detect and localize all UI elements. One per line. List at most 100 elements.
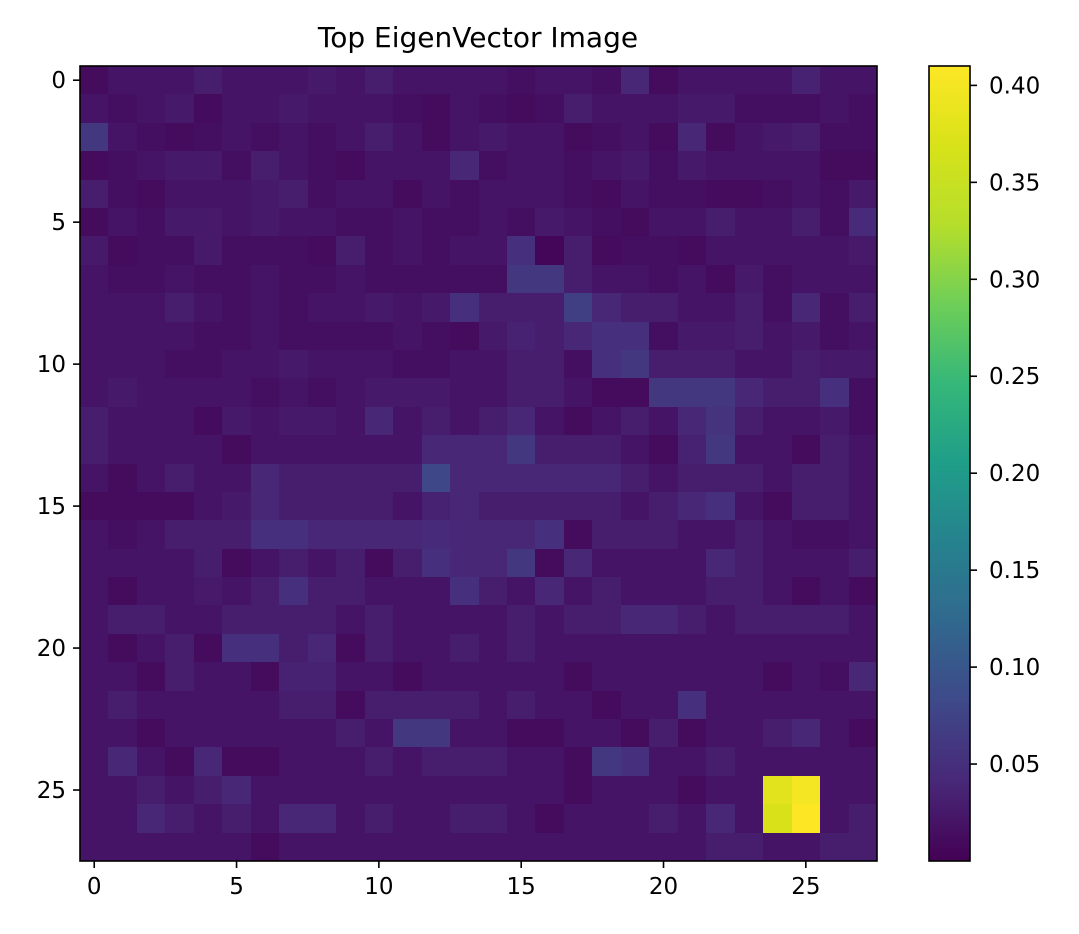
heatmap-cell [735, 634, 763, 662]
heatmap-cell [564, 236, 592, 265]
heatmap-cell [479, 407, 507, 435]
heatmap-cell [849, 208, 877, 236]
heatmap-cell [422, 577, 450, 605]
heatmap-cell [649, 747, 678, 776]
heatmap-cell [792, 464, 820, 492]
heatmap-cell [621, 833, 649, 861]
heatmap-cell [763, 378, 792, 407]
heatmap-cell [308, 747, 336, 776]
heatmap-cell [849, 492, 877, 520]
heatmap-cell [393, 66, 422, 94]
heatmap-cell [592, 776, 621, 804]
heatmap-cell [422, 407, 450, 435]
heatmap-cell [592, 804, 621, 833]
heatmap-cell [365, 350, 393, 378]
heatmap-cell [535, 435, 564, 464]
heatmap-cell [137, 776, 165, 804]
heatmap-cell [365, 691, 393, 719]
heatmap-cell [849, 378, 877, 407]
heatmap-cell [763, 520, 792, 549]
heatmap-cell [422, 464, 450, 492]
heatmap-cell [336, 265, 365, 293]
heatmap-cell [365, 662, 393, 691]
colorbar-tick-label: 0.35 [989, 170, 1040, 196]
heatmap-cell [592, 350, 621, 378]
heatmap-cell [279, 804, 308, 833]
heatmap-cell [308, 691, 336, 719]
heatmap-cell [564, 151, 592, 180]
heatmap-cell [849, 577, 877, 605]
heatmap-cell [422, 378, 450, 407]
heatmap-cell [621, 605, 649, 634]
heatmap-cell [564, 833, 592, 861]
heatmap-cell [336, 634, 365, 662]
plot-frame [79, 65, 878, 862]
heatmap-cell [336, 804, 365, 833]
heatmap-cell [137, 435, 165, 464]
heatmap-cell [820, 520, 849, 549]
heatmap-cell [507, 492, 535, 520]
heatmap-cell [649, 577, 678, 605]
heatmap-cell [165, 605, 194, 634]
heatmap-cell [450, 151, 479, 180]
heatmap-cell [393, 605, 422, 634]
heatmap-cell [535, 94, 564, 123]
heatmap-cell [479, 577, 507, 605]
heatmap-cell [479, 435, 507, 464]
heatmap-cell [450, 691, 479, 719]
heatmap-cell [763, 464, 792, 492]
heatmap-cell [422, 350, 450, 378]
heatmap-cell [735, 691, 763, 719]
heatmap-cell [507, 123, 535, 151]
heatmap-cell [194, 833, 222, 861]
heatmap-cell [450, 634, 479, 662]
heatmap-cell [422, 123, 450, 151]
colorbar-axis: 0.05 0.10 0.15 0.20 0.25 0.30 0.35 0.40 [970, 73, 1040, 778]
heatmap-cell [279, 293, 308, 322]
heatmap-cell [592, 66, 621, 94]
heatmap-cell [535, 66, 564, 94]
heatmap-cell [820, 208, 849, 236]
heatmap-cell [393, 492, 422, 520]
heatmap-cell [706, 66, 735, 94]
heatmap-cell [165, 208, 194, 236]
heatmap-cells [80, 66, 877, 861]
heatmap-cell [165, 549, 194, 577]
heatmap-cell [564, 747, 592, 776]
heatmap-cell [649, 322, 678, 350]
heatmap-cell [763, 151, 792, 180]
heatmap-cell [820, 464, 849, 492]
heatmap-cell [450, 577, 479, 605]
heatmap-cell [849, 265, 877, 293]
heatmap-cell [479, 833, 507, 861]
x-tick-label: 10 [364, 874, 393, 900]
heatmap-cell [820, 492, 849, 520]
heatmap-cell [535, 236, 564, 265]
heatmap-cell [137, 151, 165, 180]
heatmap-cell [165, 747, 194, 776]
heatmap-cell [222, 350, 251, 378]
heatmap-cell [336, 123, 365, 151]
heatmap-cell [251, 293, 279, 322]
heatmap-cell [592, 378, 621, 407]
heatmap-cell [80, 747, 108, 776]
heatmap-cell [535, 662, 564, 691]
heatmap-cell [80, 151, 108, 180]
heatmap-cell [165, 378, 194, 407]
heatmap-cell [365, 322, 393, 350]
heatmap-cell [507, 464, 535, 492]
heatmap-cell [849, 350, 877, 378]
heatmap-cell [820, 236, 849, 265]
heatmap-cell [422, 435, 450, 464]
heatmap-cell [735, 719, 763, 747]
heatmap-cell [592, 520, 621, 549]
heatmap-cell [649, 407, 678, 435]
heatmap-cell [165, 180, 194, 208]
heatmap-cell [820, 747, 849, 776]
heatmap-cell [222, 634, 251, 662]
heatmap-cell [849, 662, 877, 691]
heatmap-cell [422, 66, 450, 94]
heatmap-cell [678, 804, 706, 833]
heatmap-cell [507, 605, 535, 634]
heatmap-cell [706, 378, 735, 407]
